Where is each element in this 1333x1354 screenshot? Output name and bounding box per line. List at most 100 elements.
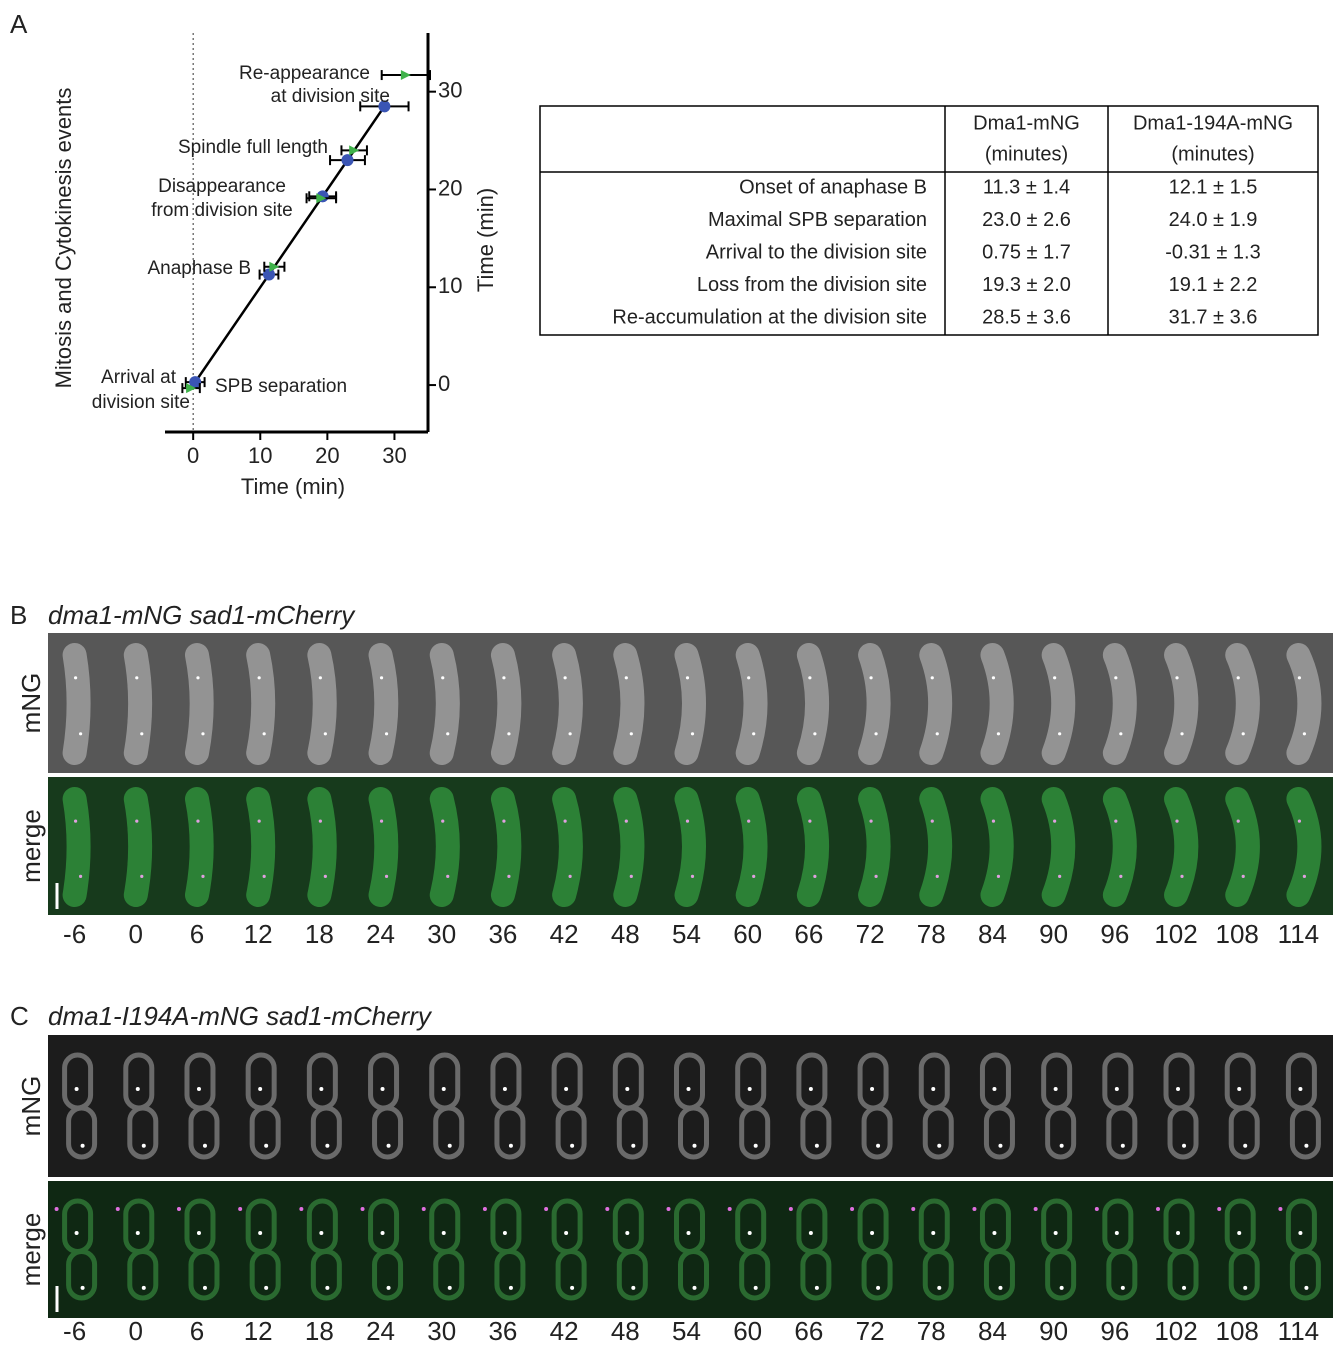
spot <box>319 1231 324 1236</box>
cell <box>796 643 830 765</box>
annotation: Re-appearance <box>239 63 370 84</box>
spot <box>80 1285 85 1290</box>
spot <box>937 1285 942 1290</box>
cell <box>796 787 830 907</box>
cell <box>310 1249 342 1301</box>
time-label: 78 <box>917 1316 946 1346</box>
table-cell: 11.3 ± 1.4 <box>983 176 1070 198</box>
spot <box>869 676 873 680</box>
cell <box>123 643 153 765</box>
row-label: Loss from the division site <box>697 274 927 296</box>
y-tick-label: 30 <box>438 77 462 102</box>
spot <box>421 1207 426 1211</box>
spot <box>1053 1086 1058 1091</box>
cell <box>249 1105 281 1160</box>
cell <box>1164 643 1199 765</box>
annotation: Arrival at <box>101 367 177 388</box>
table-cell: 23.0 ± 2.6 <box>982 209 1071 231</box>
spot <box>380 1086 385 1091</box>
time-label: 0 <box>129 1316 143 1346</box>
time-label: 90 <box>1039 919 1068 949</box>
spot <box>384 874 389 878</box>
time-label: 0 <box>129 919 143 949</box>
spot <box>1236 819 1240 823</box>
cell <box>1045 1249 1077 1301</box>
spot <box>991 676 996 680</box>
spot <box>808 819 812 823</box>
cell <box>1164 787 1199 907</box>
y-axis-title: Time (min) <box>473 188 498 292</box>
annotation: at division site <box>271 86 390 107</box>
spot <box>1304 1143 1309 1148</box>
time-label: 114 <box>1278 1316 1319 1346</box>
spot <box>870 1231 875 1236</box>
cell <box>980 787 1014 907</box>
spot <box>257 819 261 823</box>
annotation: Disappearance <box>158 176 286 197</box>
spot <box>563 819 567 823</box>
spot <box>937 1143 942 1148</box>
time-label: 42 <box>550 1316 579 1346</box>
spot <box>379 819 384 823</box>
table-header: Dma1-194A-mNG <box>1133 112 1293 134</box>
time-label: 48 <box>611 919 640 949</box>
spot <box>441 1231 446 1236</box>
spot <box>135 676 139 680</box>
cell <box>800 1249 832 1301</box>
spot <box>502 819 506 823</box>
spot <box>325 1143 330 1148</box>
time-label: 96 <box>1100 919 1129 949</box>
spot <box>996 732 1001 736</box>
spot <box>196 1086 201 1091</box>
spot <box>323 874 327 878</box>
cell <box>433 1105 465 1160</box>
spot <box>201 874 205 878</box>
spot <box>1278 1207 1283 1211</box>
time-label: 54 <box>672 919 701 949</box>
time-label: -6 <box>63 919 86 949</box>
spot <box>508 1285 513 1290</box>
spot <box>176 1207 181 1211</box>
point <box>349 145 360 156</box>
x-tick-label: 20 <box>315 443 339 468</box>
spot <box>318 819 322 823</box>
cell <box>184 787 214 907</box>
table-cell: 0.75 ± 1.7 <box>982 241 1071 263</box>
spot <box>441 676 445 680</box>
spot <box>482 1207 487 1211</box>
x-tick-label: 10 <box>248 443 272 468</box>
spot <box>1298 1086 1303 1091</box>
spot <box>1059 1143 1064 1148</box>
cell <box>66 1249 98 1301</box>
time-label: 102 <box>1154 1316 1197 1346</box>
time-label: 24 <box>366 1316 395 1346</box>
spot <box>874 874 878 878</box>
cell <box>188 1105 220 1160</box>
table-cell: -0.31 ± 1.3 <box>1165 241 1260 263</box>
row-label: Onset of anaphase B <box>739 176 927 198</box>
spot <box>1297 676 1302 680</box>
spot <box>507 874 511 878</box>
cell <box>1102 643 1137 765</box>
spot <box>690 732 695 736</box>
spot <box>935 732 939 736</box>
time-label: 48 <box>611 1316 640 1346</box>
time-label: 66 <box>794 919 823 949</box>
time-label: 108 <box>1216 919 1259 949</box>
point <box>341 154 354 167</box>
spot <box>502 676 506 680</box>
spot <box>115 1207 120 1211</box>
spot <box>631 1143 636 1148</box>
cell <box>1225 787 1260 907</box>
spot <box>1114 819 1118 823</box>
time-label: 66 <box>794 1316 823 1346</box>
cell <box>552 643 583 765</box>
cell <box>246 787 276 907</box>
spot <box>563 676 567 680</box>
y-tick-label: 10 <box>438 273 462 298</box>
spot <box>196 819 200 823</box>
spot <box>1237 1086 1242 1091</box>
cell <box>983 1249 1015 1301</box>
spot <box>1053 1231 1058 1236</box>
cell <box>735 787 768 907</box>
